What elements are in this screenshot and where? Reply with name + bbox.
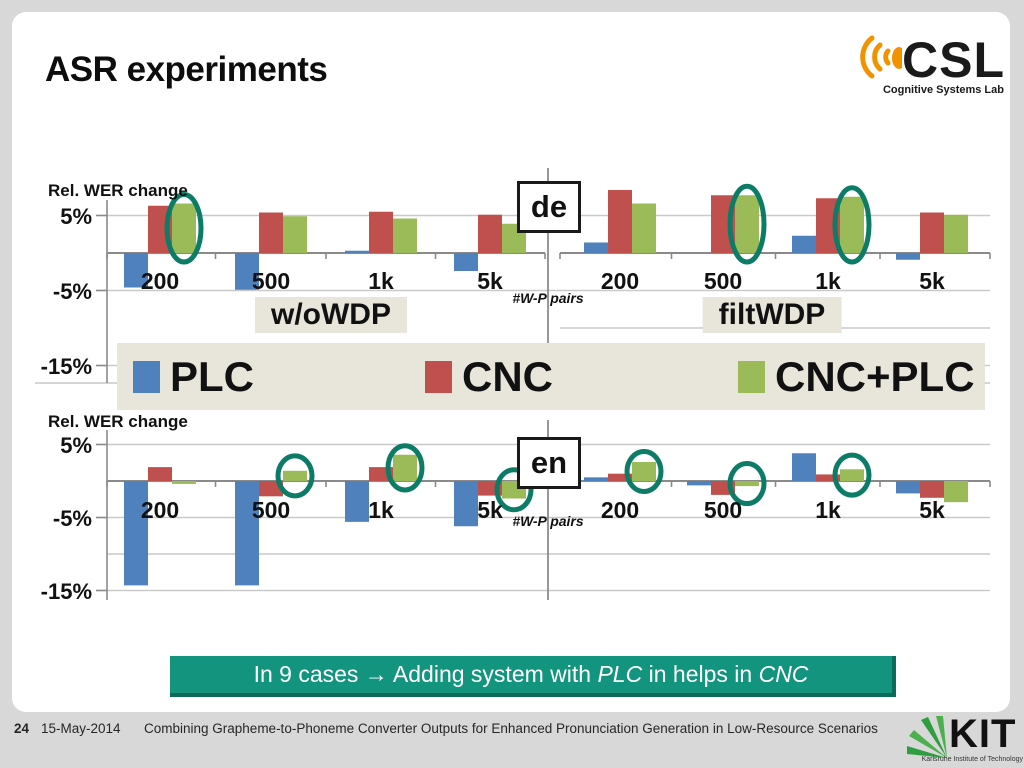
bar-CNC+PLC-5k [944,481,968,503]
banner-plc: PLC [597,661,643,687]
kit-logo: KIT Karlsruhe Institute of Technology [905,712,1023,768]
legend-item-PLC: PLC [133,343,254,410]
legend-swatch [133,360,160,393]
bar-CNC+PLC-1k [840,469,864,481]
bar-CNC-500 [259,481,283,497]
slide-footer: 24 15-May-2014 Combining Grapheme-to-Pho… [0,712,1024,768]
footer-title: Combining Grapheme-to-Phoneme Converter … [144,721,878,736]
bar-CNC-200 [608,473,632,481]
bar-CNC+PLC-200 [632,462,656,481]
bar-PLC-200 [124,253,148,288]
face-icon [892,47,902,69]
bar-CNC+PLC-200 [172,481,196,484]
highlight-ellipse [727,461,767,507]
bar-CNC-500 [259,212,283,253]
page-number: 24 [14,721,30,736]
bar-CNC+PLC-500 [735,481,759,487]
bar-PLC-200 [584,477,608,481]
bar-PLC-500 [235,253,259,290]
bar-CNC+PLC-1k [393,454,417,481]
kit-logo-subtitle: Karlsruhe Institute of Technology [921,756,1023,763]
bar-PLC-1k [792,235,816,253]
bar-PLC-500 [235,481,259,586]
footer-date: 15-May-2014 [41,721,121,736]
bar-CNC+PLC-500 [283,216,307,253]
legend-swatch [425,360,452,393]
highlight-ellipse [727,183,767,265]
bar-PLC-5k [896,253,920,260]
sound-wave-icon [860,35,902,79]
bar-CNC-1k [816,474,840,481]
legend-item-CNC: CNC [425,343,553,410]
bar-CNC+PLC-1k [393,218,417,253]
bar-PLC-5k [454,481,478,527]
bar-CNC+PLC-1k [840,196,864,253]
bar-CNC-1k [369,211,393,253]
bar-CNC+PLC-200 [632,203,656,253]
bar-CNC-200 [148,467,172,481]
bar-CNC-5k [920,481,944,498]
bar-CNC-200 [608,190,632,253]
bar-PLC-1k [345,250,369,253]
bar-CNC+PLC-5k [502,223,526,253]
highlight-ellipse [275,453,315,499]
legend-item-CNCPLC: CNC+PLC [738,343,975,410]
page-title: ASR experiments [45,50,328,89]
banner-cnc: CNC [758,661,809,687]
bar-PLC-1k [792,453,816,481]
bar-PLC-500 [687,481,711,486]
legend-swatch [738,360,765,393]
kit-logo-text: KIT [949,712,1017,756]
bar-PLC-200 [584,242,608,253]
bar-PLC-5k [896,481,920,494]
conclusion-banner: In 9 cases → Adding system with PLC in h… [170,656,896,697]
bar-CNC+PLC-500 [283,470,307,481]
highlight-ellipse [832,452,872,498]
csl-logo-subtitle: Cognitive Systems Lab [882,84,1004,96]
highlight-ellipse [494,467,534,513]
chart-legend: PLC CNC CNC+PLC [117,343,985,410]
banner-text: In 9 cases → Adding system with [253,661,598,687]
highlight-ellipse [624,449,664,495]
csl-logo-text: CSL [902,32,1005,88]
legend-label: CNC [462,352,553,400]
kit-fan-icon [907,716,947,758]
bar-PLC-5k [454,253,478,271]
bar-PLC-200 [124,481,148,586]
bar-CNC-5k [920,212,944,253]
highlight-ellipse [832,185,872,265]
highlight-ellipse [164,192,204,265]
csl-logo: CSL Cognitive Systems Lab [858,30,1008,108]
bar-CNC+PLC-5k [502,481,526,499]
bar-CNC+PLC-500 [735,195,759,253]
bar-CNC-5k [478,214,502,253]
bar-CNC+PLC-200 [172,203,196,253]
highlight-ellipse [385,443,425,493]
bar-CNC+PLC-5k [944,214,968,253]
banner-mid: in helps in [642,661,759,687]
bar-PLC-1k [345,481,369,522]
legend-label: PLC [170,352,254,400]
legend-label: CNC+PLC [775,352,975,400]
